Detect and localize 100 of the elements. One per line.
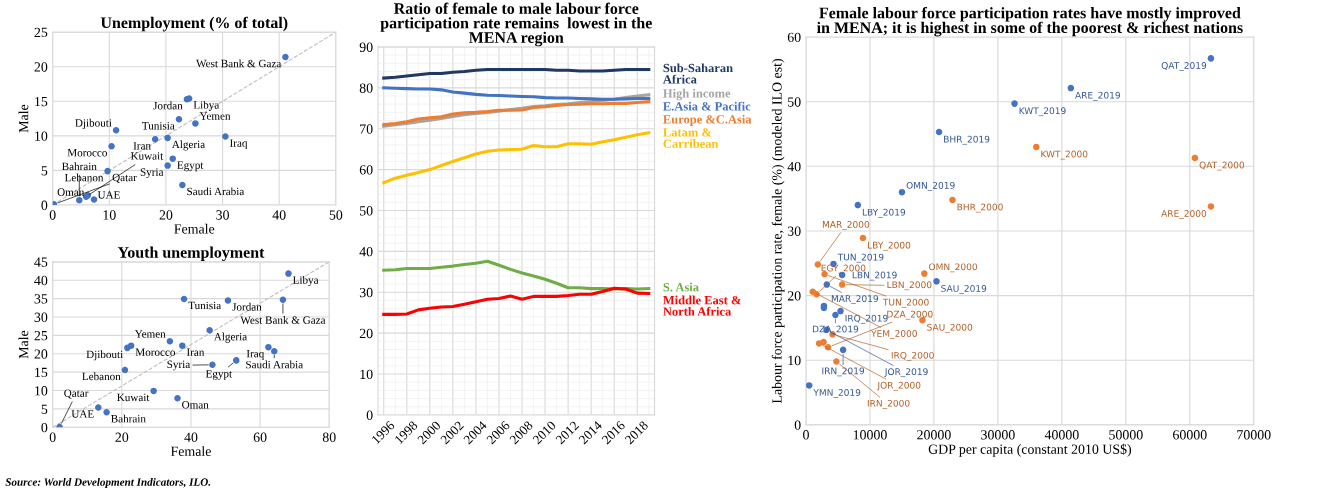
- annotation: West Bank & Gaza: [240, 316, 326, 324]
- point: [166, 338, 174, 345]
- source-note: Source: World Development Indicators, ILO.: [5, 478, 211, 489]
- y-axis-title: Male: [18, 104, 29, 133]
- series-label: Latam & Carribean: [663, 128, 719, 148]
- annotation: UAE: [71, 410, 94, 418]
- point: [90, 196, 98, 203]
- chart-title: Youth unemployment: [117, 246, 265, 262]
- annotation: LBY_2000: [867, 241, 911, 251]
- annotation: QAT_2019: [1161, 62, 1207, 71]
- x-tick-label: 20: [159, 210, 173, 220]
- y-tick-label: 10: [360, 369, 373, 380]
- annotation: JOR_2019: [884, 368, 928, 378]
- annotation: MAR_2000: [822, 221, 870, 230]
- annotation: YEM_2000: [871, 330, 917, 339]
- y-tick-label: 70: [360, 124, 373, 134]
- annotation: Yemen: [199, 112, 231, 120]
- point: [76, 196, 83, 204]
- annotation: Oman: [57, 188, 85, 196]
- chart-title: Ratio of female to male labour force participation rate remains lowest in the MENA region: [380, 2, 652, 47]
- y-tick-label: 10: [35, 131, 48, 141]
- x-tick-label: 0: [803, 430, 809, 440]
- point: [921, 270, 928, 277]
- point: [1207, 55, 1215, 62]
- annotation: Syria: [140, 168, 164, 179]
- point: [169, 155, 176, 162]
- y-tick-label: 50: [788, 97, 801, 107]
- y-tick-label: 90: [359, 42, 373, 52]
- y-tick-label: 30: [34, 312, 48, 322]
- line-series: [382, 131, 651, 185]
- point: [1207, 203, 1215, 210]
- point: [206, 326, 213, 334]
- point: [121, 366, 129, 374]
- y-tick-label: 10: [35, 386, 48, 396]
- annotation: Djibouti: [75, 118, 112, 129]
- y-tick-label: 60: [787, 32, 801, 43]
- x-tick-label: 40: [272, 210, 286, 220]
- series-label: Europe &C.Asia: [663, 114, 752, 127]
- y-tick-label: 40: [359, 246, 373, 257]
- point: [832, 311, 839, 319]
- line-series: [382, 67, 651, 80]
- annotation: Iran: [186, 348, 205, 356]
- point: [820, 338, 827, 346]
- point: [1191, 154, 1199, 162]
- x-tick-label: 50: [329, 210, 343, 220]
- annotation: TUN_2000: [882, 298, 929, 308]
- point: [806, 382, 813, 389]
- annotation: Qatar: [112, 173, 137, 183]
- annotation: Kuwait: [130, 152, 164, 160]
- y-tick-label: 40: [34, 275, 48, 286]
- y-tick-label: 0: [41, 200, 48, 210]
- annotation: Djibouti: [86, 350, 123, 361]
- point: [103, 408, 110, 416]
- annotation: Saudi Arabia: [187, 187, 245, 196]
- annotation: Saudi Arabia: [246, 360, 303, 369]
- point: [898, 188, 906, 196]
- annotation: Jordan: [153, 101, 183, 110]
- annotation: Oman: [182, 401, 209, 409]
- annotation: Libya: [292, 275, 319, 287]
- x-tick-label: 60000: [1173, 430, 1207, 440]
- y-tick-label: 80: [359, 83, 373, 93]
- annotation: JOR_2000: [876, 381, 921, 391]
- y-tick-label: 20: [787, 291, 801, 301]
- series-label: High income: [663, 88, 731, 101]
- x-tick-label: 40000: [1044, 430, 1079, 440]
- annotation: Morocco: [67, 149, 107, 157]
- point: [837, 307, 844, 315]
- annotation: MAR_2019: [831, 295, 879, 305]
- point: [174, 395, 181, 402]
- annotation: Jordan: [232, 302, 262, 311]
- point: [949, 196, 956, 204]
- annotation: Algeria: [171, 140, 205, 151]
- point: [209, 361, 216, 369]
- y-tick-label: 20: [34, 349, 48, 359]
- y-tick-label: 25: [34, 330, 48, 341]
- point: [833, 358, 840, 365]
- annotation: Kuwait: [117, 393, 150, 402]
- series-label: Middle East & North Africa: [663, 295, 741, 316]
- x-tick-label: 40: [184, 432, 198, 442]
- x-tick-label: 30: [216, 210, 229, 220]
- point: [180, 295, 188, 303]
- y-tick-label: 30: [359, 287, 373, 298]
- point: [838, 281, 846, 288]
- x-tick-label: 50000: [1109, 430, 1143, 440]
- annotation: Iraq: [246, 350, 265, 360]
- point: [151, 136, 159, 143]
- line-series: [382, 86, 651, 101]
- y-tick-label: 45: [34, 257, 48, 267]
- point: [1011, 100, 1018, 107]
- x-axis-title: Female: [170, 446, 211, 456]
- chart-title: Female labour force participation rates have mostly improved in MENA; it is highest in some of the poorest & richest nations: [816, 6, 1243, 37]
- annotation: OMN_2019: [906, 181, 955, 191]
- point: [52, 201, 58, 206]
- annotation: Yemen: [134, 330, 166, 338]
- point: [1067, 84, 1075, 92]
- x-tick-label: 20000: [917, 430, 951, 440]
- point: [222, 133, 229, 140]
- point: [164, 134, 171, 142]
- annotation: YMN_2019: [813, 389, 861, 398]
- point: [933, 278, 940, 285]
